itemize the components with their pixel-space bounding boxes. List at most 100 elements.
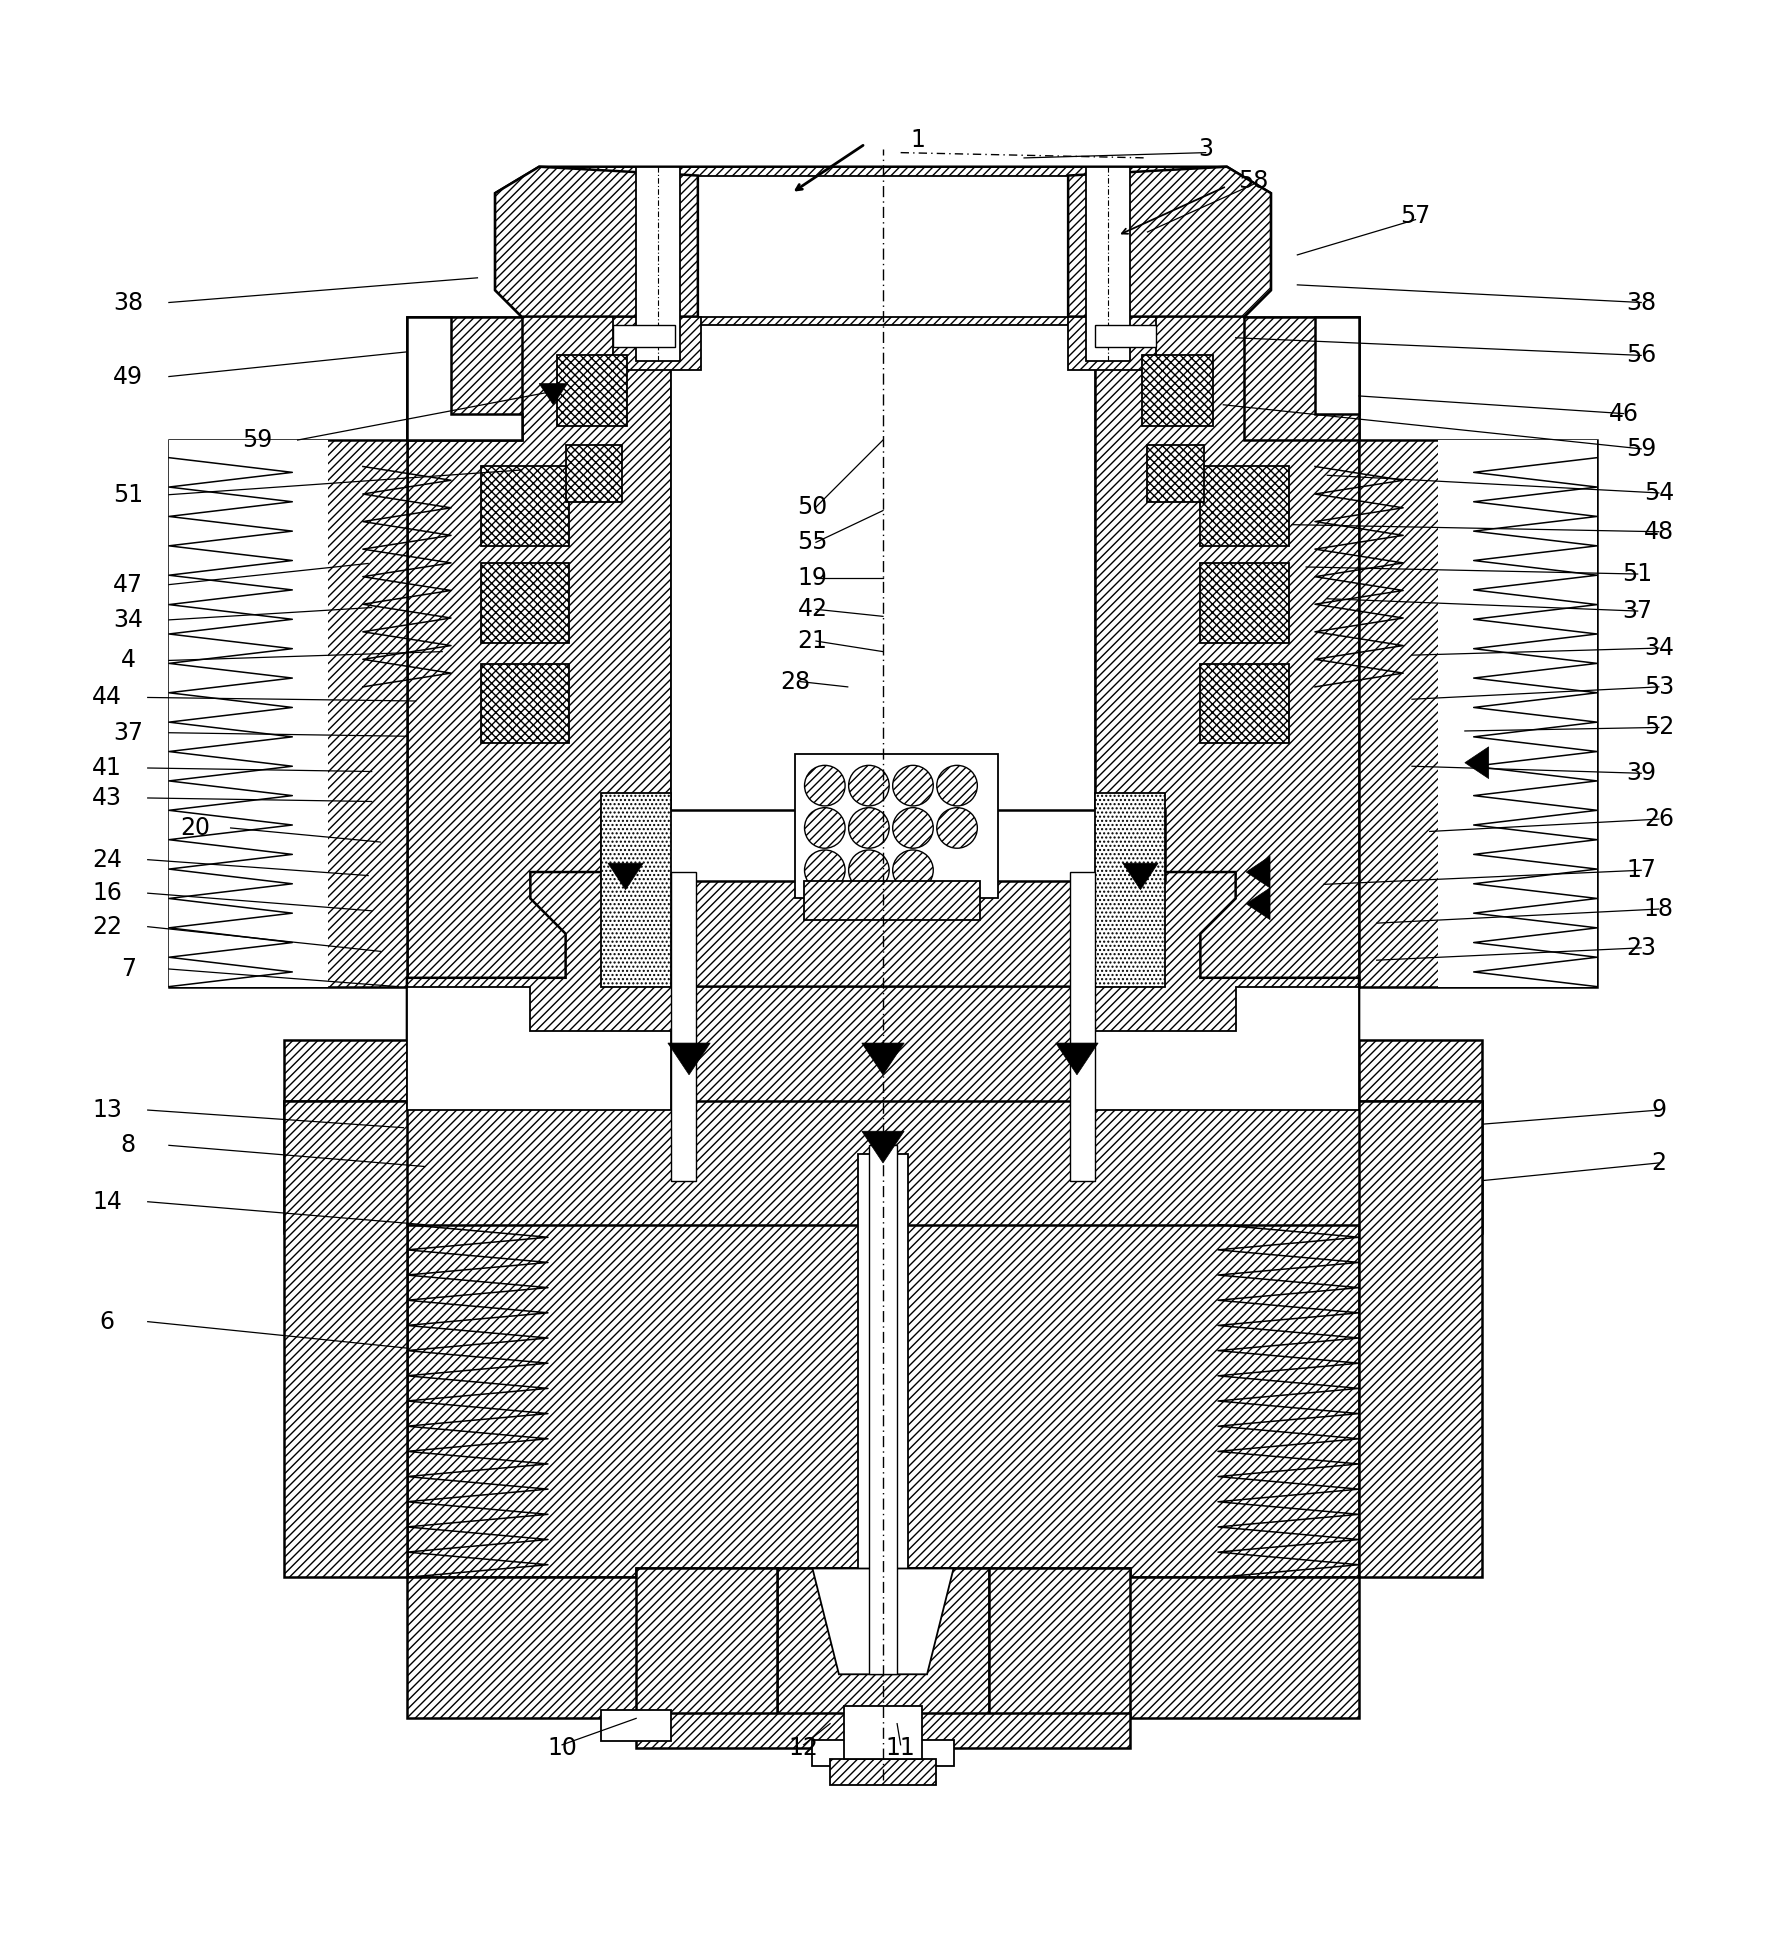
Text: 38: 38 bbox=[113, 291, 143, 314]
Polygon shape bbox=[1123, 862, 1158, 890]
Text: 53: 53 bbox=[1644, 674, 1674, 700]
Bar bbox=[636, 1568, 777, 1719]
Bar bbox=[1070, 872, 1095, 1180]
Text: 58: 58 bbox=[1238, 169, 1268, 194]
Bar bbox=[1095, 793, 1166, 986]
Text: 39: 39 bbox=[1626, 762, 1657, 785]
Bar bbox=[1201, 564, 1289, 643]
Bar bbox=[777, 1568, 989, 1719]
Text: 8: 8 bbox=[120, 1134, 136, 1157]
Text: 42: 42 bbox=[798, 597, 828, 622]
Polygon shape bbox=[1056, 1043, 1098, 1076]
Text: 12: 12 bbox=[789, 1736, 819, 1760]
Polygon shape bbox=[1095, 986, 1360, 1110]
Text: 21: 21 bbox=[798, 630, 828, 653]
Polygon shape bbox=[284, 1101, 406, 1578]
Polygon shape bbox=[284, 1039, 1482, 1110]
Bar bbox=[1148, 446, 1204, 502]
Bar bbox=[989, 1568, 1130, 1719]
Bar bbox=[671, 326, 1095, 828]
Text: 48: 48 bbox=[1644, 519, 1674, 545]
Text: 26: 26 bbox=[1644, 806, 1674, 831]
Text: 13: 13 bbox=[92, 1099, 122, 1122]
Text: 6: 6 bbox=[99, 1310, 115, 1333]
Polygon shape bbox=[170, 440, 406, 986]
Text: 46: 46 bbox=[1609, 401, 1639, 426]
Text: 17: 17 bbox=[1626, 859, 1657, 882]
Polygon shape bbox=[862, 1043, 904, 1076]
Polygon shape bbox=[1360, 1101, 1482, 1578]
Polygon shape bbox=[668, 1043, 710, 1076]
Bar bbox=[844, 1705, 922, 1760]
Text: 37: 37 bbox=[1623, 599, 1653, 622]
Bar bbox=[671, 872, 696, 1180]
Text: 24: 24 bbox=[92, 847, 122, 872]
Bar bbox=[600, 810, 1166, 882]
Text: 56: 56 bbox=[1626, 343, 1657, 368]
Polygon shape bbox=[406, 986, 671, 1110]
Circle shape bbox=[936, 808, 977, 849]
Text: 47: 47 bbox=[113, 572, 143, 597]
Bar bbox=[1068, 316, 1157, 370]
Polygon shape bbox=[1316, 316, 1360, 413]
Circle shape bbox=[805, 766, 846, 806]
Text: 3: 3 bbox=[1197, 138, 1213, 161]
Bar bbox=[869, 1145, 897, 1674]
Text: 50: 50 bbox=[796, 494, 828, 519]
Circle shape bbox=[892, 851, 932, 891]
Text: 59: 59 bbox=[242, 428, 272, 452]
Bar bbox=[804, 882, 980, 921]
Polygon shape bbox=[862, 1132, 904, 1163]
Polygon shape bbox=[1068, 167, 1272, 316]
Polygon shape bbox=[1245, 316, 1360, 440]
Text: 44: 44 bbox=[92, 686, 122, 709]
Bar bbox=[858, 1155, 908, 1578]
Bar bbox=[600, 1709, 671, 1740]
Text: 59: 59 bbox=[1626, 436, 1657, 461]
Polygon shape bbox=[494, 167, 698, 316]
Polygon shape bbox=[539, 384, 567, 405]
Text: 11: 11 bbox=[887, 1736, 915, 1760]
Text: 18: 18 bbox=[1644, 897, 1674, 921]
Circle shape bbox=[892, 766, 932, 806]
Bar bbox=[671, 308, 1095, 986]
Bar bbox=[795, 754, 998, 899]
Bar bbox=[565, 446, 622, 502]
Circle shape bbox=[849, 766, 888, 806]
Bar bbox=[636, 1713, 1130, 1748]
Polygon shape bbox=[1360, 440, 1596, 986]
Bar bbox=[480, 564, 569, 643]
Bar bbox=[480, 665, 569, 744]
Text: 20: 20 bbox=[180, 816, 210, 839]
Circle shape bbox=[892, 808, 932, 849]
Polygon shape bbox=[1464, 746, 1489, 779]
Polygon shape bbox=[1095, 308, 1360, 986]
Bar bbox=[1201, 665, 1289, 744]
Polygon shape bbox=[406, 1568, 1360, 1719]
Text: 28: 28 bbox=[781, 671, 811, 694]
Text: 49: 49 bbox=[113, 364, 143, 388]
Polygon shape bbox=[698, 176, 1068, 316]
Text: 57: 57 bbox=[1400, 203, 1430, 229]
Bar bbox=[812, 1740, 954, 1766]
Circle shape bbox=[849, 808, 888, 849]
Text: 1: 1 bbox=[911, 128, 925, 153]
Text: 4: 4 bbox=[120, 649, 136, 672]
Bar bbox=[1143, 355, 1213, 426]
Text: 22: 22 bbox=[92, 915, 122, 938]
Text: 9: 9 bbox=[1651, 1099, 1667, 1122]
Text: 38: 38 bbox=[1626, 291, 1657, 314]
Bar bbox=[636, 167, 680, 360]
Bar bbox=[830, 1760, 936, 1785]
Circle shape bbox=[805, 808, 846, 849]
Text: 10: 10 bbox=[547, 1736, 577, 1760]
Polygon shape bbox=[406, 1225, 1360, 1578]
Bar bbox=[1086, 167, 1130, 360]
Polygon shape bbox=[284, 1039, 406, 1110]
Bar bbox=[613, 326, 675, 347]
Text: 43: 43 bbox=[92, 787, 122, 810]
Bar bbox=[1439, 440, 1596, 986]
Circle shape bbox=[805, 851, 846, 891]
Circle shape bbox=[849, 851, 888, 891]
Polygon shape bbox=[406, 308, 671, 986]
